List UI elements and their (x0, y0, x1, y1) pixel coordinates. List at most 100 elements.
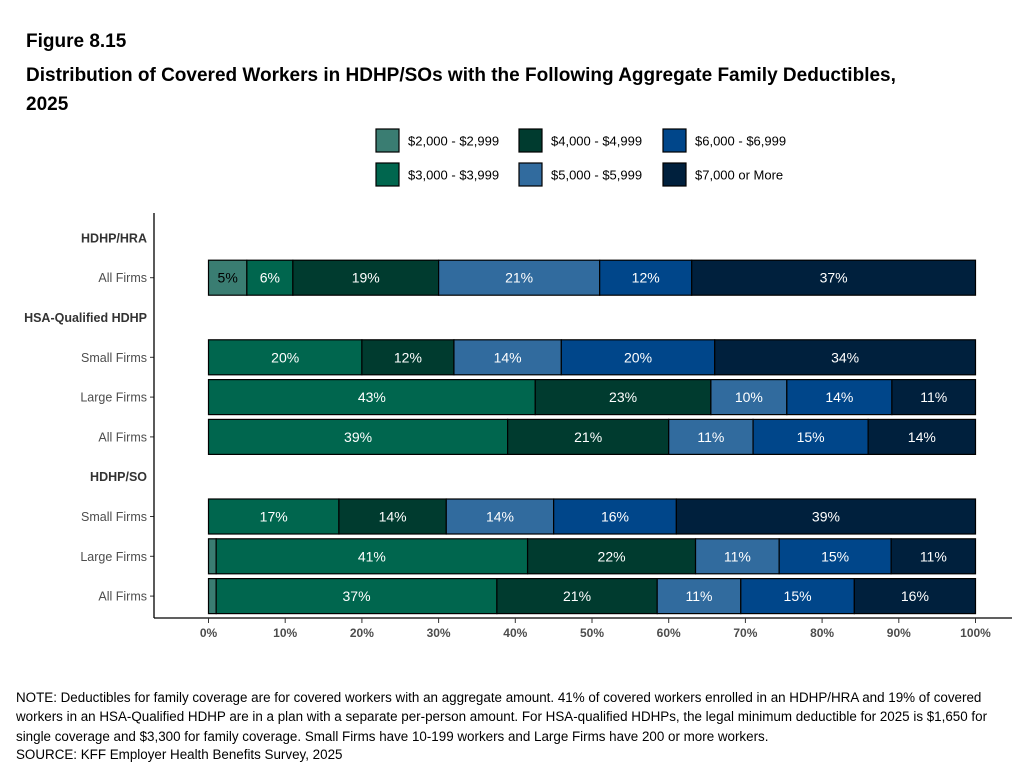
x-tick-label: 30% (427, 626, 451, 640)
bar-segment-7-000-or-more (891, 379, 977, 416)
bar-segment-7-000-or-more (867, 418, 977, 455)
bar-segment-7-000-or-more (890, 538, 977, 575)
x-tick-label: 20% (350, 626, 374, 640)
data-label: 20% (624, 349, 652, 365)
bar-segment-4-000-4-999 (292, 259, 440, 296)
bar-segment-7-000-or-more (675, 498, 977, 535)
row-label-small-firms: Small Firms (81, 351, 147, 365)
data-label: 37% (343, 588, 371, 604)
data-label: 39% (812, 509, 840, 525)
bar-segment-5-000-5-999 (694, 538, 780, 575)
x-tick-label: 0% (200, 626, 218, 640)
data-label: 14% (486, 509, 514, 525)
data-label: 20% (271, 349, 299, 365)
row-label-all-firms: All Firms (98, 271, 147, 285)
data-label: 11% (697, 429, 724, 445)
data-label: 17% (260, 509, 288, 525)
legend-item-2-000-2-999: $2,000 - $2,999 (375, 128, 499, 153)
data-label: 21% (574, 429, 602, 445)
data-label: 14% (825, 389, 853, 405)
source-text: SOURCE: KFF Employer Health Benefits Sur… (16, 747, 343, 762)
legend-swatch (518, 128, 543, 153)
data-label: 16% (601, 509, 629, 525)
stacked-bar-chart: $2,000 - $2,999 $3,000 - $3,999 $4,000 - $… (24, 128, 1012, 640)
data-label: 14% (908, 429, 936, 445)
bar-segment-3-000-3-999 (215, 577, 498, 615)
data-label: 11% (920, 389, 947, 405)
bar-row-5: 39% 21% 11% 15% 14% (207, 418, 977, 455)
data-label: 6% (260, 270, 280, 286)
bar-segment-6-000-6-999 (553, 498, 677, 535)
data-label: 15% (784, 588, 812, 604)
x-tick-label: 10% (273, 626, 297, 640)
bars-group: 5% 6% 19% 21% 12% 37% 20% 12% 14% 20% 34% 43% 23% 10%… (207, 259, 977, 615)
data-label: 16% (901, 588, 929, 604)
bar-segment-7-000-or-more (691, 259, 977, 296)
chart-title: Distribution of Covered Workers in HDHP/… (26, 65, 896, 115)
legend-item-7-000-or-more: $7,000 or More (662, 162, 783, 187)
bar-segment-3-000-3-999 (207, 498, 340, 535)
data-label: 15% (821, 548, 849, 564)
legend-swatch (662, 162, 687, 187)
bar-segment-4-000-4-999 (338, 498, 447, 535)
legend-label: $4,000 - $4,999 (551, 134, 642, 149)
bar-segment-2-000-2-999 (207, 538, 217, 575)
row-label-large-firms: Large Firms (80, 550, 147, 564)
data-label: 34% (831, 349, 859, 365)
legend-swatch (662, 128, 687, 153)
x-tick-label: 80% (810, 626, 834, 640)
x-tick-label: 70% (733, 626, 757, 640)
legend-swatch (518, 162, 543, 187)
bar-segment-5-000-5-999 (656, 577, 742, 615)
data-label: 19% (352, 270, 380, 286)
x-tick-label: 50% (580, 626, 604, 640)
bar-segment-6-000-6-999 (778, 538, 892, 575)
data-label: 21% (563, 588, 591, 604)
data-label: 37% (820, 270, 848, 286)
data-label: 43% (358, 389, 386, 405)
group-header-hdhp-so: HDHP/SO (90, 470, 147, 484)
legend-label: $6,000 - $6,999 (695, 134, 786, 149)
axes-group: HDHP/HRA All Firms HSA-Qualified HDHP Small… (24, 213, 1012, 640)
group-header-hdhp-hra: HDHP/HRA (81, 231, 147, 245)
data-label: 11% (724, 548, 751, 564)
x-tick-label: 90% (887, 626, 911, 640)
data-label: 12% (394, 349, 422, 365)
legend-label: $7,000 or More (695, 168, 783, 183)
bar-row-1: 5% 6% 19% 21% 12% 37% (207, 259, 977, 296)
legend-label: $2,000 - $2,999 (408, 134, 499, 149)
row-label-large-firms: Large Firms (80, 391, 147, 405)
bar-row-3: 20% 12% 14% 20% 34% (207, 339, 977, 376)
bar-segment-5-000-5-999 (668, 418, 754, 455)
data-label: 10% (735, 389, 763, 405)
bar-segment-2-000-2-999 (207, 577, 217, 615)
legend-label: $5,000 - $5,999 (551, 168, 642, 183)
data-label: 12% (632, 270, 660, 286)
legend-item-6-000-6-999: $6,000 - $6,999 (662, 128, 786, 153)
data-label: 21% (505, 270, 533, 286)
data-label: 22% (598, 548, 626, 564)
data-label: 41% (358, 548, 386, 564)
row-label-all-firms: All Firms (98, 430, 147, 444)
bar-segment-3-000-3-999 (207, 418, 509, 455)
bar-segment-3-000-3-999 (207, 339, 363, 376)
bar-segment-6-000-6-999 (786, 379, 893, 416)
bar-segment-4-000-4-999 (534, 379, 712, 416)
bar-segment-3-000-3-999 (215, 538, 529, 575)
bar-segment-7-000-or-more (714, 339, 977, 376)
group-header-hsa-qualified-hdhp: HSA-Qualified HDHP (24, 311, 147, 325)
bar-row-9: 37% 21% 11% 15% 16% (207, 577, 977, 615)
data-label: 5% (218, 270, 238, 286)
bar-segment-5-000-5-999 (445, 498, 555, 535)
data-label: 11% (920, 548, 947, 564)
legend-swatch (375, 128, 400, 153)
bar-segment-4-000-4-999 (526, 538, 697, 575)
legend-label: $3,000 - $3,999 (408, 168, 499, 183)
data-label: 23% (609, 389, 637, 405)
bar-segment-6-000-6-999 (599, 259, 693, 296)
figure-label: Figure 8.15 (26, 31, 127, 52)
row-label-small-firms: Small Firms (81, 510, 147, 524)
legend-swatch (375, 162, 400, 187)
legend: $2,000 - $2,999 $3,000 - $3,999 $4,000 - $… (375, 128, 786, 187)
data-label: 15% (797, 429, 825, 445)
